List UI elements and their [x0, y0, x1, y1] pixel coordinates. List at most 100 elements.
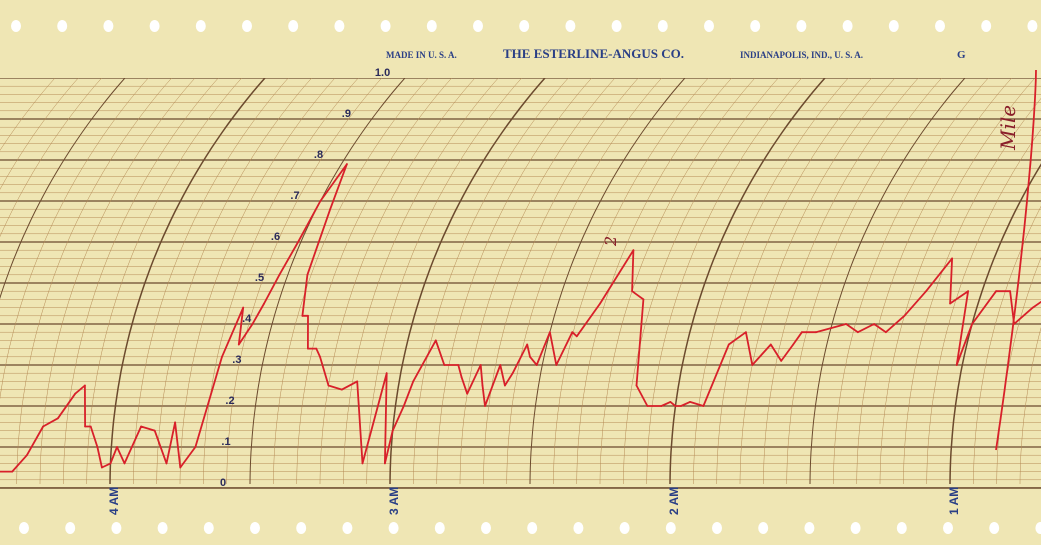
company-name: THE ESTERLINE-ANGUS CO. [503, 46, 684, 61]
time-arc-minor [763, 78, 919, 485]
data-point [251, 323, 254, 325]
data-point [1009, 290, 1011, 293]
time-arc-hour [669, 78, 826, 485]
data-point [885, 331, 887, 334]
time-arc-minor [623, 78, 779, 485]
sprocket-hole [896, 522, 907, 534]
time-arc-minor [809, 78, 966, 485]
data-point [356, 380, 359, 383]
data-point [297, 241, 299, 243]
data-point [301, 314, 304, 317]
data-point [307, 314, 309, 317]
data-point [631, 290, 633, 293]
data-point [42, 425, 44, 428]
chart-code: G [957, 49, 966, 61]
time-arc-minor [903, 98, 1041, 485]
data-point [967, 290, 969, 293]
time-arc-minor [296, 78, 452, 485]
sprocket-hole [796, 20, 807, 32]
sprocket-hole [111, 522, 122, 534]
time-arcs [0, 78, 1041, 485]
data-point [949, 302, 951, 305]
data-point [460, 376, 463, 379]
sprocket-holes-bottom [19, 522, 1041, 534]
data-point [951, 257, 953, 260]
sprocket-hole [981, 20, 992, 32]
time-arc-minor [739, 78, 896, 485]
data-point [74, 392, 77, 395]
sprocket-hole [481, 522, 491, 534]
sprocket-hole [888, 20, 899, 32]
sprocket-hole [157, 522, 168, 534]
sprocket-hole [657, 20, 668, 32]
data-point [479, 364, 482, 366]
time-arc-minor [436, 78, 592, 485]
time-arc-minor [879, 78, 1036, 485]
sprocket-hole [334, 20, 345, 32]
time-arc-minor [249, 78, 406, 485]
y-tick-label: .3 [232, 354, 241, 366]
data-point [26, 454, 28, 457]
sprocket-hole [342, 522, 353, 534]
data-point [402, 405, 405, 407]
sprocket-hole [804, 522, 815, 534]
sprocket-hole [842, 20, 853, 32]
sprocket-hole [149, 20, 160, 32]
data-point [319, 200, 322, 202]
sprocket-hole [296, 522, 307, 534]
data-point [575, 335, 578, 338]
time-arc-minor [86, 78, 242, 485]
data-point [646, 405, 649, 407]
pen-edge-trace [995, 69, 1037, 451]
handwritten-note: Mile [996, 105, 1020, 151]
data-point [925, 290, 927, 293]
data-point [179, 466, 182, 469]
data-point [237, 343, 240, 346]
time-arc-minor [576, 78, 732, 485]
data-point [84, 425, 86, 428]
y-tick-label: .4 [242, 313, 252, 325]
sprocket-hole [704, 20, 714, 32]
data-point [307, 347, 309, 350]
data-point [385, 372, 388, 375]
data-point [434, 339, 437, 342]
data-point [745, 331, 747, 334]
sprocket-hole [11, 20, 21, 32]
sprocket-hole [426, 20, 437, 32]
data-point [484, 405, 486, 407]
data-point [89, 425, 92, 428]
time-arc-minor [1019, 327, 1041, 485]
sprocket-hole [619, 522, 630, 534]
time-arc-minor [553, 78, 709, 485]
data-point [361, 462, 364, 465]
time-arc-minor [529, 78, 686, 485]
y-tick-label: 1.0 [375, 67, 390, 79]
time-arc-minor [0, 78, 149, 400]
series-line [0, 163, 1041, 473]
data-point [599, 302, 601, 305]
data-point [680, 405, 682, 407]
data-point [466, 392, 469, 395]
data-point [11, 470, 14, 473]
data-point [221, 355, 223, 358]
sprocket-hole [943, 522, 953, 534]
data-point [830, 327, 832, 329]
data-point [511, 372, 514, 375]
time-arc-minor [599, 78, 756, 485]
time-arc-minor [716, 78, 872, 485]
sprocket-hole [250, 522, 260, 534]
sprocket-hole [750, 20, 761, 32]
data-point [845, 323, 847, 325]
sprocket-hole [57, 20, 68, 32]
data-point [263, 302, 265, 305]
data-point [555, 364, 558, 366]
data-point [457, 364, 460, 366]
sprocket-hole [850, 522, 861, 534]
data-point [792, 343, 795, 346]
sprocket-hole [380, 20, 391, 32]
data-point [674, 405, 677, 407]
data-point [194, 446, 197, 448]
data-point [327, 384, 330, 387]
